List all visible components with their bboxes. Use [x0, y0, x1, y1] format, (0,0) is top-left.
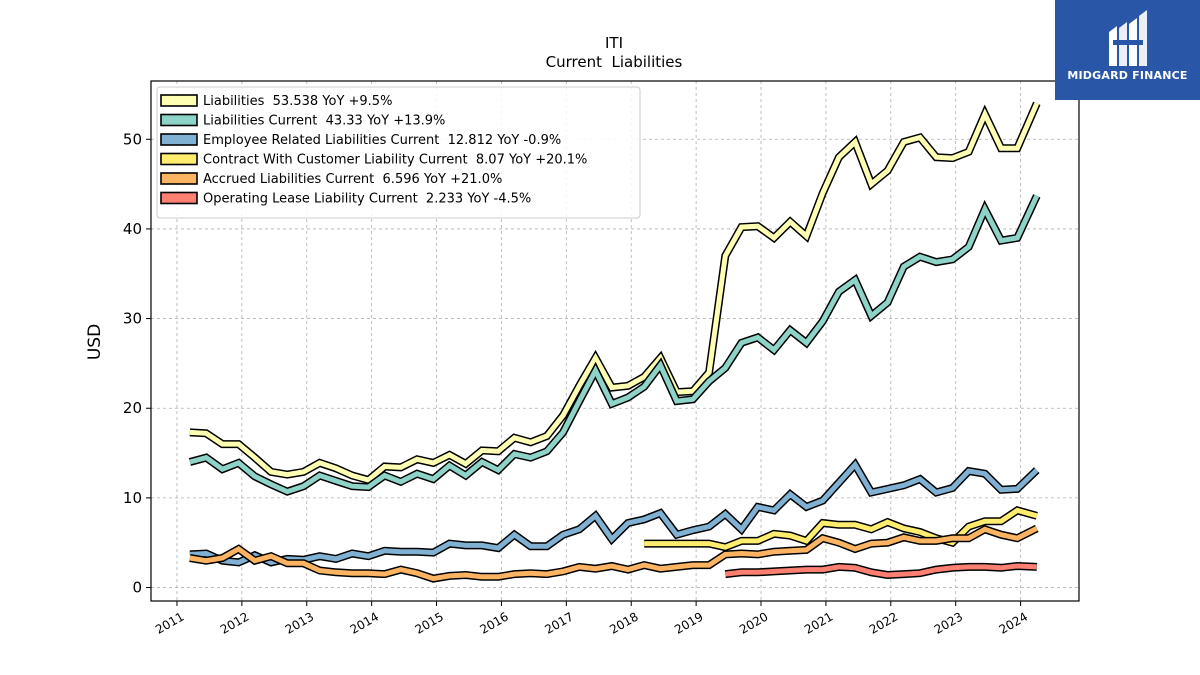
legend-swatch-0	[160, 94, 198, 107]
legend-label-2: Employee Related Liabilities Current 12.…	[203, 133, 561, 148]
legend-swatch-3	[160, 152, 198, 166]
x-tick-label: 2014	[348, 609, 381, 636]
series-line-5	[725, 563, 1037, 578]
legend-label-0: Liabilities 53.538 YoY +9.5%	[203, 94, 392, 109]
legend-label-4: Accrued Liabilities Current 6.596 YoY +2…	[203, 172, 502, 187]
y-axis-label: USD	[85, 324, 105, 360]
legend-swatch-5	[160, 191, 198, 205]
legend-swatch-4	[160, 172, 198, 185]
x-tick-label: 2016	[477, 609, 510, 636]
y-tick-label: 10	[123, 489, 142, 507]
legend-swatch-1	[160, 113, 198, 127]
y-tick-label: 20	[123, 399, 142, 417]
brand-name: MIDGARD FINANCE	[1067, 69, 1188, 82]
series-lines	[188, 101, 1041, 583]
chart-subtitle: Current Liabilities	[546, 53, 683, 71]
chart-title: ITI	[605, 34, 623, 52]
x-tick-label: 2018	[607, 609, 640, 636]
x-tick-label: 2015	[413, 609, 446, 636]
x-tick-label: 2011	[153, 609, 186, 636]
series-line-3	[644, 507, 1038, 550]
x-tick-label: 2012	[218, 609, 251, 636]
x-tick-label: 2019	[672, 609, 705, 636]
series-line-2	[189, 460, 1039, 566]
y-tick-label: 30	[123, 310, 142, 328]
legend-box	[156, 86, 641, 219]
brand-logo: MIDGARD FINANCE	[1055, 0, 1200, 100]
y-tick-label: 40	[123, 220, 142, 238]
x-tick-label: 2013	[283, 609, 316, 636]
legend-label-3: Contract With Customer Liability Current…	[203, 153, 587, 168]
x-tick-label: 2017	[542, 609, 575, 636]
x-tick-label: 2022	[867, 609, 900, 636]
midgard-logo-icon	[1109, 10, 1147, 66]
x-tick-label: 2024	[997, 609, 1030, 636]
y-tick-label: 0	[132, 579, 142, 597]
x-tick-label: 2021	[802, 609, 835, 636]
legend-label-5: Operating Lease Liability Current 2.233 …	[203, 192, 531, 207]
x-tick-label: 2023	[932, 609, 965, 636]
series-line-0	[189, 102, 1040, 483]
series-line-1	[189, 194, 1040, 495]
legend: Liabilities 53.538 YoY +9.5% Liabilities …	[156, 86, 641, 219]
y-tick-label: 50	[123, 130, 142, 148]
series-line-outline-1	[188, 194, 1041, 496]
legend-swatch-2	[160, 133, 198, 146]
x-tick-label: 2020	[737, 609, 770, 636]
legend-label-1: Liabilities Current 43.33 YoY +13.9%	[203, 114, 445, 129]
plot-frame	[150, 80, 1080, 602]
series-line-4	[189, 526, 1038, 582]
